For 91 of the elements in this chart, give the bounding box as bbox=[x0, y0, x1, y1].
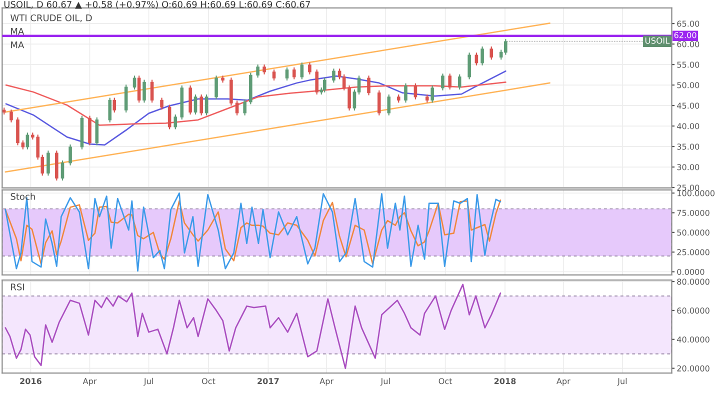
x-tick-label: Apr bbox=[320, 378, 334, 386]
x-tick-label: Oct bbox=[438, 378, 452, 384]
candlestick bbox=[150, 79, 154, 104]
chart-subtitle: USOIL, D 60.67 ▲ +0.58 (+0.97%) O:60.69 H:60.69 L:60.69 C:60.67 bbox=[4, 0, 310, 9]
candlestick bbox=[332, 68, 336, 84]
line-series bbox=[4, 192, 502, 272]
candlestick bbox=[430, 84, 434, 104]
y-tick-label: 60.00 bbox=[677, 41, 700, 48]
y-tick-label: 45.00 bbox=[677, 102, 700, 109]
candlestick bbox=[414, 82, 418, 100]
candlestick bbox=[256, 64, 260, 78]
x-tick-label: Jul bbox=[380, 378, 390, 386]
y-tick-label: 30.00 bbox=[677, 164, 700, 170]
candlestick bbox=[322, 77, 326, 93]
candlestick bbox=[124, 84, 128, 114]
annotation: MA bbox=[11, 42, 24, 48]
candlestick bbox=[21, 140, 25, 150]
y-tick-label: 40.0000 bbox=[677, 336, 710, 343]
candlestick bbox=[112, 97, 116, 114]
y-tick-label: 25.00 bbox=[677, 184, 700, 191]
candlestick bbox=[348, 84, 351, 112]
y-tick-label: 50.00 bbox=[677, 82, 700, 88]
y-tick-label: 55.00 bbox=[677, 62, 700, 68]
chart-title: Stoch bbox=[10, 192, 35, 200]
candlestick bbox=[468, 52, 471, 80]
x-tick-label: 2017 bbox=[258, 378, 279, 384]
x-tick-label: Oct bbox=[202, 378, 216, 384]
annotation: USOIL bbox=[645, 37, 670, 44]
candlestick bbox=[480, 46, 484, 66]
x-tick-label: Apr bbox=[556, 378, 570, 386]
candlestick bbox=[204, 94, 208, 116]
candlestick bbox=[272, 68, 276, 82]
candlestick bbox=[308, 62, 312, 75]
candlestick bbox=[142, 79, 146, 104]
y-tick-label: 35.00 bbox=[677, 144, 700, 150]
ref-line-label: 62.00 bbox=[674, 32, 696, 38]
candlestick bbox=[194, 94, 198, 116]
candlestick bbox=[342, 74, 346, 91]
candlestick bbox=[160, 97, 164, 110]
x-tick-label: 2018 bbox=[494, 378, 516, 384]
candlestick bbox=[262, 64, 266, 75]
candlestick bbox=[108, 97, 112, 123]
chart-title: RSI bbox=[11, 284, 24, 290]
candlestick bbox=[230, 77, 233, 106]
candlestick bbox=[10, 109, 13, 123]
x-tick-label: Apr bbox=[82, 378, 97, 386]
x-tick-label: Jul bbox=[144, 378, 153, 386]
annotation: MA bbox=[11, 28, 24, 35]
candlestick bbox=[367, 75, 370, 96]
candlestick bbox=[168, 104, 172, 130]
candlestick bbox=[315, 68, 318, 96]
candlestick bbox=[458, 74, 462, 90]
candlestick bbox=[292, 66, 296, 80]
y-tick-label: 75.0000 bbox=[677, 210, 710, 216]
candlestick bbox=[174, 114, 178, 130]
candlestick bbox=[448, 73, 452, 90]
x-tick-label: 2016 bbox=[20, 378, 42, 384]
line-series bbox=[4, 284, 502, 369]
candlestick bbox=[46, 150, 50, 176]
candlestick bbox=[95, 116, 99, 146]
candlestick bbox=[490, 46, 494, 60]
line-series bbox=[5, 70, 506, 146]
candlestick bbox=[68, 144, 72, 166]
y-tick-label: 20.0000 bbox=[677, 365, 710, 372]
candlestick bbox=[441, 73, 444, 91]
y-tick-label: 65.00 bbox=[677, 20, 700, 27]
candlestick bbox=[60, 160, 64, 182]
candlestick bbox=[214, 75, 218, 100]
candlestick bbox=[387, 94, 391, 116]
candlestick bbox=[377, 90, 381, 116]
y-tick-label: 80.0000 bbox=[677, 278, 710, 285]
candlestick bbox=[404, 82, 408, 104]
candlestick bbox=[26, 132, 30, 150]
candlestick bbox=[300, 62, 304, 80]
line-series bbox=[4, 199, 502, 265]
candlestick bbox=[16, 116, 20, 146]
candlestick bbox=[474, 52, 478, 66]
candlestick bbox=[243, 98, 246, 116]
text: WTI CRUDE OIL, D bbox=[10, 14, 92, 22]
y-tick-label: 0.0000 bbox=[677, 268, 704, 275]
candlestick bbox=[235, 100, 239, 116]
x-tick-label: Jul bbox=[617, 378, 627, 386]
candlestick bbox=[132, 75, 136, 90]
y-tick-label: 40.00 bbox=[677, 123, 700, 130]
candlestick bbox=[200, 94, 203, 116]
y-tick-label: 25.0000 bbox=[677, 249, 710, 256]
y-tick-label: 100.0000 bbox=[678, 190, 715, 196]
candlestick bbox=[285, 66, 289, 82]
y-tick-label: 60.0000 bbox=[677, 308, 710, 314]
candlestick bbox=[137, 75, 141, 104]
y-tick-label: 50.0000 bbox=[677, 230, 710, 236]
